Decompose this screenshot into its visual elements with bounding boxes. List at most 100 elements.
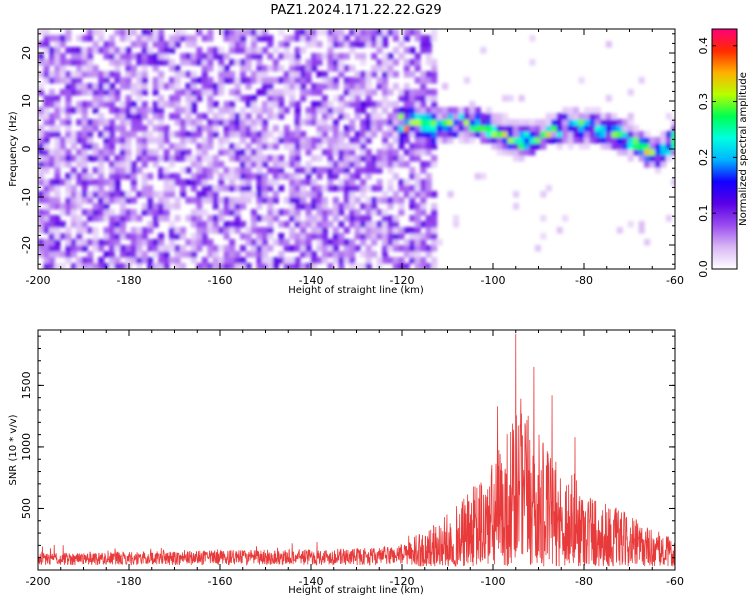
heatmap-cell [321, 131, 328, 138]
heatmap-cell [70, 47, 77, 54]
heatmap-cell [141, 131, 148, 138]
heatmap-cell [562, 215, 569, 222]
heatmap-cell [65, 113, 72, 120]
heatmap-cell [190, 95, 197, 102]
heatmap-cell [633, 149, 640, 156]
heatmap-cell [655, 155, 662, 162]
heatmap-cell [311, 221, 318, 228]
heatmap-cell [103, 137, 110, 144]
heatmap-cell [201, 221, 208, 228]
heatmap-cell [365, 41, 372, 48]
heatmap-cell [387, 29, 394, 36]
heatmap-cell [616, 137, 623, 144]
heatmap-cell [278, 29, 285, 36]
heatmap-cell [360, 233, 367, 240]
heatmap-cell [65, 239, 72, 246]
heatmap-cell [272, 209, 279, 216]
heatmap-cell [431, 107, 438, 114]
heatmap-cell [125, 155, 132, 162]
heatmap-cell [523, 137, 530, 144]
heatmap-cell [382, 251, 389, 258]
heatmap-cell [665, 143, 672, 150]
heatmap-cell [321, 203, 328, 210]
heatmap-cell [158, 197, 165, 204]
heatmap-cell [327, 29, 334, 36]
heatmap-cell [103, 233, 110, 240]
heatmap-cell [70, 251, 77, 258]
heatmap-cell [180, 191, 187, 198]
heatmap-cell [201, 263, 208, 269]
heatmap-cell [48, 257, 55, 264]
heatmap-cell [169, 59, 176, 66]
heatmap-cell [141, 101, 148, 108]
heatmap-cell [371, 167, 378, 174]
colorbar: 0.00.10.20.30.4 Normalized spectral ampl… [697, 28, 749, 278]
heatmap-cell [261, 263, 268, 269]
heatmap-cell [218, 71, 225, 78]
heatmap-cell [174, 101, 181, 108]
heatmap-cell [338, 257, 345, 264]
heatmap-cell [436, 107, 443, 114]
heatmap-cell [201, 143, 208, 150]
heatmap-cell [174, 65, 181, 72]
heatmap-cell [185, 149, 192, 156]
heatmap-cell [130, 65, 137, 72]
heatmap-cell [573, 137, 580, 144]
heatmap-cell [403, 83, 410, 90]
heatmap-cell [174, 29, 181, 36]
heatmap-cell [343, 161, 350, 168]
heatmap-cell [218, 209, 225, 216]
heatmap-cell [376, 101, 383, 108]
heatmap-cell [158, 167, 165, 174]
heatmap-cell [196, 227, 203, 234]
heatmap-cell [185, 215, 192, 222]
heatmap-cell [425, 119, 432, 126]
colorbar-tick-label: 0.0 [697, 260, 710, 278]
heatmap-cell [294, 65, 301, 72]
heatmap-cell [70, 89, 77, 96]
heatmap-cell [256, 119, 263, 126]
heatmap-cell [376, 227, 383, 234]
heatmap-cell [332, 149, 339, 156]
heatmap-cell [616, 227, 623, 234]
heatmap-cell [403, 65, 410, 72]
heatmap-cell [185, 89, 192, 96]
heatmap-cell [218, 137, 225, 144]
heatmap-cell [207, 125, 214, 132]
heatmap-cell [316, 119, 323, 126]
heatmap-cell [223, 233, 230, 240]
heatmap-cell [463, 113, 470, 120]
heatmap-cell [387, 53, 394, 60]
heatmap-cell [431, 119, 438, 126]
heatmap-cell [278, 209, 285, 216]
heatmap-cell [201, 155, 208, 162]
heatmap-cell [300, 77, 307, 84]
heatmap-cell [360, 191, 367, 198]
heatmap-cell [627, 125, 634, 132]
heatmap-cell [316, 191, 323, 198]
heatmap-cell [403, 119, 410, 126]
heatmap-cell [387, 125, 394, 132]
heatmap-cell [180, 233, 187, 240]
heatmap-cell [180, 35, 187, 42]
heatmap-cell [414, 89, 421, 96]
heatmap-cell [321, 227, 328, 234]
heatmap-cell [81, 149, 88, 156]
heatmap-cell [54, 77, 61, 84]
heatmap-cell [300, 71, 307, 78]
heatmap-cell [398, 143, 405, 150]
heatmap-cell [261, 65, 268, 72]
heatmap-cell [54, 215, 61, 222]
heatmap-cell [338, 29, 345, 36]
heatmap-cell [125, 263, 132, 269]
heatmap-cell [513, 191, 520, 198]
heatmap-cell [109, 167, 116, 174]
heatmap-cell [633, 131, 640, 138]
heatmap-cell [671, 125, 675, 132]
heatmap-cell [147, 131, 154, 138]
heatmap-cell [98, 215, 105, 222]
heatmap-cell [190, 137, 197, 144]
heatmap-cell [81, 89, 88, 96]
heatmap-cell [540, 233, 547, 240]
heatmap-cell [289, 203, 296, 210]
